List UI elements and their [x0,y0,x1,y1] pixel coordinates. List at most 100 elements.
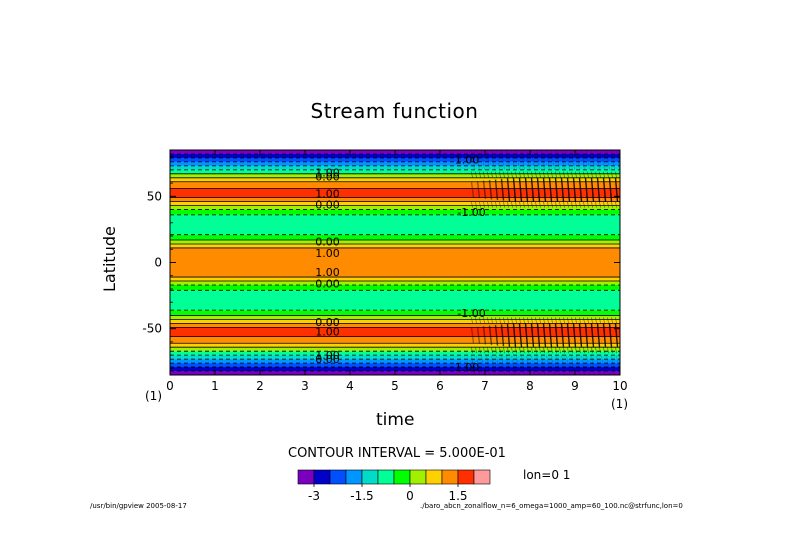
turbulence-mark [519,201,521,208]
turbulence-mark [566,150,570,170]
turbulence-mark [523,201,525,208]
turbulence-mark [575,347,577,354]
turbulence-mark [546,150,550,170]
turbulence-mark [531,347,533,354]
turbulence-mark [578,323,583,348]
turbulence-mark [501,355,505,375]
turbulence-mark [488,179,493,200]
turbulence-mark [491,150,495,170]
stream-band [170,367,620,372]
colorbar-swatch [393,469,411,485]
turbulence-mark [571,355,575,375]
turbulence-mark [576,150,580,170]
contour-label: 1.00 [315,349,340,362]
turbulence-mark [586,150,590,170]
lon-label: lon=0 1 [523,468,571,482]
turbulence-mark [531,201,533,208]
turbulence-mark [524,323,529,348]
turbulence-mark [611,347,613,354]
turbulence-mark [583,171,585,178]
x-tick-label: 0 [166,379,174,393]
turbulence-mark [483,171,485,178]
turbulence-mark [491,317,493,324]
turbulence-mark [523,171,525,178]
turbulence-mark [519,347,521,354]
turbulence-mark [515,201,517,208]
stream-band [170,177,620,182]
stream-band [170,285,620,291]
turbulence-mark [567,347,569,354]
turbulence-mark [506,150,510,170]
turbulence-mark [601,150,605,170]
turbulence-mark [611,355,615,375]
turbulence-mark [548,323,553,348]
turbulence-mark [567,171,569,178]
turbulence-mark [551,201,553,208]
colorbar-swatch [441,469,459,485]
turbulence-mark [571,201,573,208]
turbulence-mark [515,171,517,178]
contour-label: 1.00 [315,247,340,260]
turbulence-mark [511,355,515,375]
turbulence-mark [531,355,535,375]
turbulence-mark [607,317,609,324]
stream-band [170,336,620,344]
contour-label: 1.00 [455,361,480,374]
turbulence-mark [554,177,559,202]
turbulence-mark [575,201,577,208]
turbulence-mark [611,150,615,170]
turbulence-mark [541,150,545,170]
turbulence-mark [587,171,589,178]
turbulence-mark [595,317,597,324]
turbulence-mark [515,347,517,354]
colorbar-swatch [473,469,491,485]
turbulence-mark [543,317,545,324]
turbulence-mark [590,323,595,348]
stream-band [170,157,620,162]
stream-band [170,363,620,368]
colorbar-swatch [377,469,395,485]
turbulence-mark [476,181,481,199]
turbulence-mark [530,323,535,348]
turbulence-mark [615,347,617,354]
colorbar-swatch [313,469,331,485]
contour-label: 0.00 [315,316,340,329]
stream-band [170,351,620,356]
turbulence-mark [599,317,601,324]
turbulence-mark [519,171,521,178]
turbulence-mark [581,150,585,170]
stream-band [170,153,620,158]
turbulence-mark [507,201,509,208]
turbulence-mark [471,347,473,354]
turbulence-mark [559,201,561,208]
turbulence-mark [563,317,565,324]
turbulence-mark [596,150,600,170]
x-tick-label: 4 [346,379,354,393]
turbulence-mark [603,317,605,324]
turbulence-mark [479,201,481,208]
turbulence-mark [566,355,570,375]
stream-band [170,319,620,324]
turbulence-mark [535,201,537,208]
turbulence-mark [503,201,505,208]
turbulence-mark [572,323,577,348]
turbulence-mark [602,177,607,202]
turbulence-mark [482,180,487,199]
turbulence-mark [470,327,475,344]
turbulence-mark [475,201,477,208]
turbulence-mark [539,171,541,178]
turbulence-mark [506,355,510,375]
turbulence-mark [530,177,535,202]
turbulence-mark [547,347,549,354]
turbulence-mark [572,177,577,202]
turbulence-mark [608,323,613,348]
contour-label: 0.00 [315,170,340,183]
stream-band [170,240,620,244]
turbulence-mark [500,178,505,201]
stream-band [170,243,620,248]
footer-left: /usr/bin/gpview 2005-08-17 [90,502,187,510]
turbulence-mark [527,171,529,178]
turbulence-mark [491,171,493,178]
turbulence-mark [479,347,481,354]
